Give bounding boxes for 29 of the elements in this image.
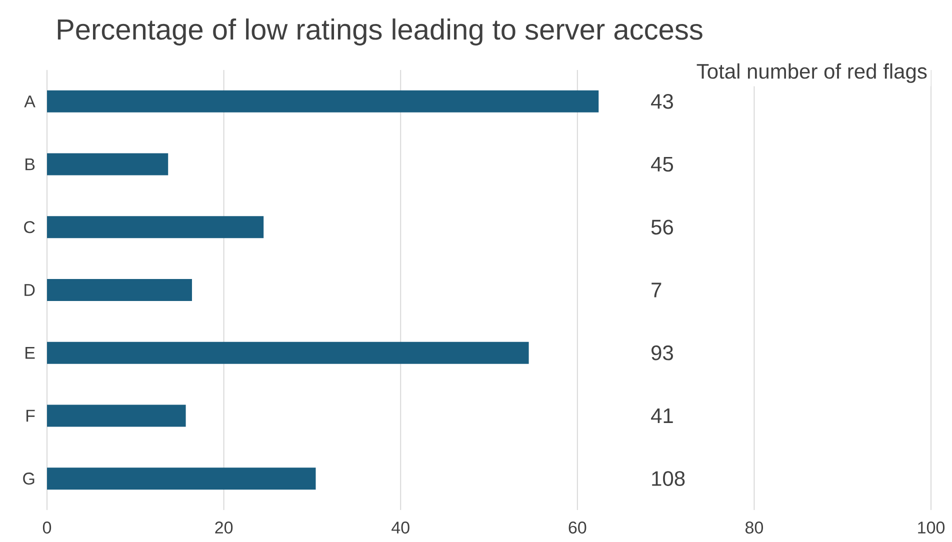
y-tick-label: F [26, 410, 35, 422]
bar [47, 279, 192, 302]
y-tick-label: C [24, 221, 35, 234]
y-tick-label: A [24, 96, 36, 108]
x-tick-label: 100 [918, 522, 945, 534]
annotation: 41 [651, 408, 673, 423]
x-tick-label: 20 [215, 522, 233, 534]
annotation: 108 [652, 471, 685, 486]
bar [47, 90, 599, 112]
annotation: Total number of red flags [696, 63, 927, 83]
bar [47, 216, 264, 238]
annotation: 43 [651, 94, 673, 109]
y-tick-label: D [24, 284, 35, 296]
y-tick-label: E [26, 347, 35, 359]
x-tick-label: 0 [42, 522, 52, 534]
bar [47, 404, 186, 427]
x-tick-label: 40 [392, 522, 410, 534]
bar [47, 342, 529, 364]
y-tick-label: G [23, 472, 34, 485]
annotation: 56 [651, 220, 673, 235]
x-tick-label: 80 [745, 522, 764, 534]
annotation: 45 [651, 156, 674, 172]
bar [47, 153, 168, 176]
x-tick-label: 60 [568, 522, 586, 534]
bar [47, 468, 316, 490]
y-tick-label: B [26, 158, 35, 170]
annotation: 7 [652, 282, 662, 298]
chart-title: Percentage of low ratings leading to server access [58, 18, 702, 46]
annotation: 93 [652, 345, 673, 360]
